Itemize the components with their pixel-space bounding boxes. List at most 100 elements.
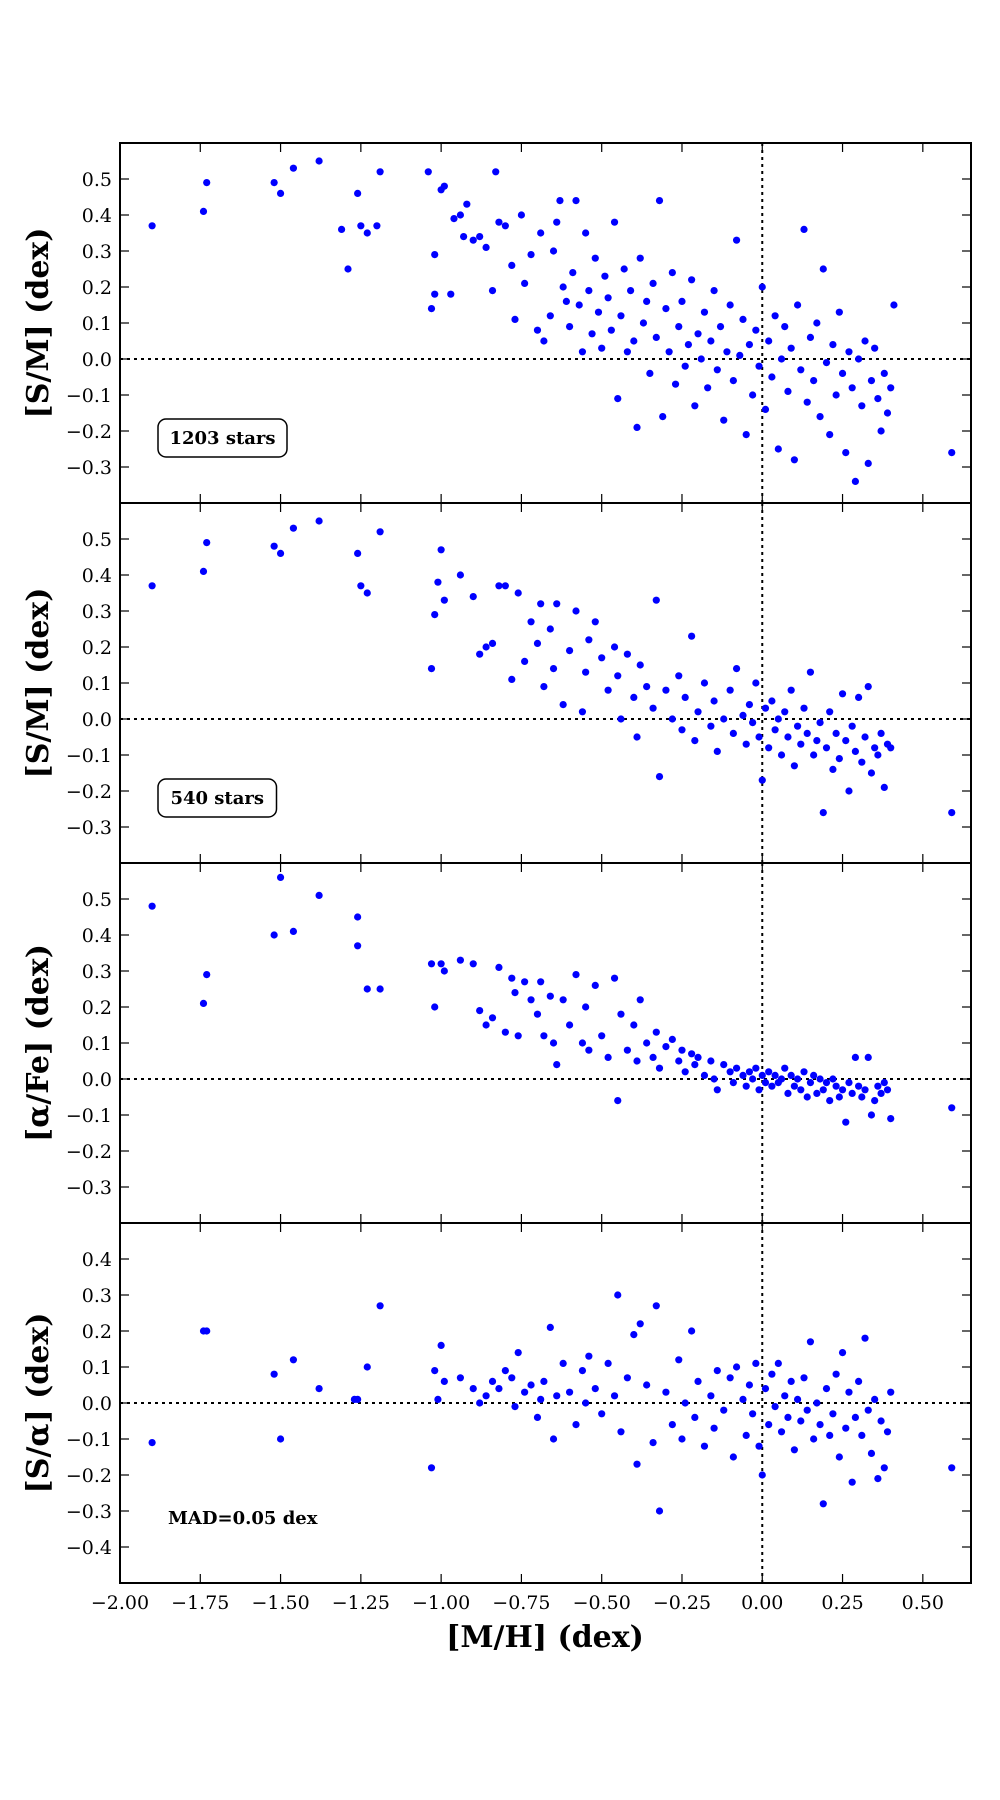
data-point <box>585 287 593 295</box>
y-tick-label: −0.2 <box>66 1465 112 1487</box>
data-point <box>620 265 628 273</box>
data-point <box>540 337 548 345</box>
data-point <box>745 341 754 349</box>
data-point <box>768 1370 776 1378</box>
data-point <box>450 215 458 223</box>
data-point <box>675 1057 683 1065</box>
data-point <box>880 783 888 792</box>
y-tick-label: 0.3 <box>82 241 112 263</box>
data-point <box>559 1359 567 1367</box>
data-point <box>456 571 464 579</box>
data-point <box>691 1061 699 1069</box>
data-point <box>864 1053 872 1061</box>
data-point <box>806 668 815 676</box>
data-point <box>883 1086 892 1094</box>
data-point <box>880 1464 888 1472</box>
data-point <box>578 708 587 716</box>
y-axis-title: [α/Fe] (dex) <box>21 944 56 1142</box>
data-point <box>851 1053 859 1061</box>
data-point <box>713 747 721 756</box>
data-point <box>610 218 619 226</box>
data-point <box>822 359 831 367</box>
data-point <box>845 348 853 356</box>
data-point <box>694 1377 702 1385</box>
x-tick-label: −2.00 <box>91 1592 149 1614</box>
data-point <box>598 1032 606 1040</box>
data-point <box>665 348 673 356</box>
data-point <box>732 1064 741 1072</box>
data-point <box>749 719 757 727</box>
data-point <box>495 582 503 590</box>
data-point <box>585 1046 593 1054</box>
data-point <box>694 330 702 338</box>
data-point <box>851 477 859 485</box>
data-point <box>148 222 156 230</box>
data-point <box>424 168 432 176</box>
data-point <box>726 1068 734 1076</box>
data-point <box>810 1435 818 1443</box>
data-point <box>835 1093 843 1101</box>
data-point <box>691 402 699 410</box>
data-point <box>521 279 529 287</box>
data-point <box>607 326 615 334</box>
data-point <box>752 1064 760 1072</box>
data-point <box>720 1061 728 1069</box>
y-tick-label: 0.4 <box>82 565 112 587</box>
data-point <box>427 960 436 968</box>
panel-1: −0.3 −0.2 −0.1 0.0 0.1 0.2 0.3 0.4 0.5 [S/M] (dex… <box>21 142 972 504</box>
data-point <box>855 693 863 702</box>
data-point <box>431 251 439 259</box>
data-point <box>363 229 371 237</box>
data-point <box>553 600 561 608</box>
annotation-label: 1203 stars <box>169 428 275 449</box>
data-point <box>270 542 278 550</box>
data-point <box>456 956 464 964</box>
x-tick-label: −0.25 <box>653 1592 711 1614</box>
data-point <box>546 1323 554 1331</box>
data-point <box>768 373 776 381</box>
data-point <box>832 1370 840 1378</box>
data-point <box>604 294 612 302</box>
data-point <box>578 1039 587 1047</box>
data-point <box>826 1431 834 1439</box>
data-point <box>633 1460 641 1468</box>
data-point <box>440 596 448 604</box>
data-point <box>354 942 362 950</box>
x-tick-label: −1.50 <box>251 1592 309 1614</box>
y-tick-label: 0.1 <box>82 1357 112 1379</box>
data-point <box>495 963 503 972</box>
data-point <box>148 1439 156 1447</box>
data-point <box>858 1093 866 1101</box>
data-point <box>617 1010 625 1018</box>
data-point <box>710 697 718 705</box>
y-tick-label: −0.2 <box>66 421 112 443</box>
data-point <box>649 704 657 712</box>
data-point <box>838 1086 847 1094</box>
data-point <box>270 931 278 939</box>
data-point <box>765 744 773 752</box>
data-point <box>729 1453 737 1461</box>
y-tick-label: 0.0 <box>82 709 112 731</box>
data-point <box>630 337 638 345</box>
data-point <box>668 715 676 723</box>
data-point <box>784 1089 792 1097</box>
data-point <box>800 704 808 712</box>
data-point <box>838 690 847 698</box>
data-point <box>488 1014 497 1022</box>
data-point <box>675 672 683 680</box>
data-point <box>469 1385 477 1393</box>
data-point <box>652 1302 660 1310</box>
y-tick-label: 0.1 <box>82 673 112 695</box>
data-point <box>739 1071 747 1079</box>
data-point <box>495 218 503 226</box>
data-point <box>315 1385 323 1393</box>
data-point <box>822 1385 831 1393</box>
data-point <box>948 1464 956 1472</box>
data-point <box>742 431 750 439</box>
data-point <box>652 1028 660 1036</box>
data-point <box>761 405 770 413</box>
data-point <box>633 423 641 431</box>
data-point <box>704 384 712 392</box>
data-point <box>729 377 737 385</box>
data-point <box>549 247 558 255</box>
